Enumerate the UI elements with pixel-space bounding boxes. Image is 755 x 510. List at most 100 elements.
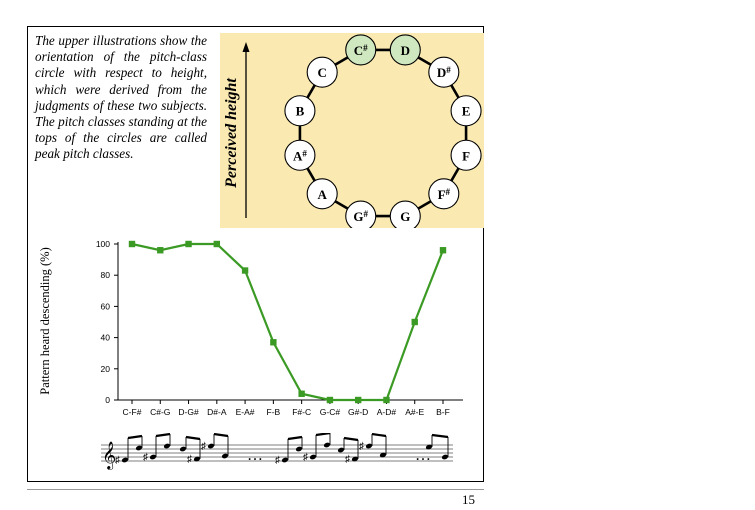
note-head — [365, 443, 373, 449]
pitch-class-node: C# — [345, 34, 377, 66]
pitch-class-node: A — [306, 178, 338, 210]
pitch-class-node: C — [306, 56, 338, 88]
page-number: 15 — [462, 492, 475, 507]
note-pair: ♯ — [115, 434, 143, 466]
data-point — [128, 240, 136, 248]
pitch-node-circle — [306, 56, 338, 88]
note-head — [425, 444, 433, 450]
note-head — [121, 457, 129, 463]
sharp-icon: ♯ — [359, 441, 364, 452]
pitch-node-label: F — [462, 148, 470, 163]
note-pair: ♯ — [143, 433, 171, 463]
pitch-node-circle — [389, 200, 421, 228]
pitch-node-label: D — [401, 43, 410, 58]
page-footer-rule — [27, 489, 484, 490]
note-head — [281, 457, 289, 463]
x-tick-label: G#-D — [348, 407, 368, 417]
ellipsis-dots-2: … — [415, 447, 431, 464]
pitch-node-label: B — [296, 104, 305, 119]
pitch-class-node: G# — [345, 200, 377, 228]
y-tick-label: 100 — [96, 239, 110, 249]
y-tick-label: 0 — [105, 395, 110, 405]
note-beam — [287, 435, 303, 441]
note-head — [323, 442, 331, 448]
x-tick-label: F#-C — [292, 407, 311, 417]
note-head — [135, 445, 143, 451]
x-tick-label: G-C# — [320, 407, 341, 417]
note-beam — [315, 433, 331, 437]
note-head — [295, 446, 303, 452]
ellipsis-dots-1: … — [247, 447, 263, 464]
data-point — [213, 240, 221, 248]
pitch-class-node: D — [389, 34, 421, 66]
sharp-icon: ♯ — [345, 454, 350, 465]
note-pair — [425, 433, 449, 460]
musical-notation-illustration: 𝄞 ♯ ♯ ♯ ♯ ♯ ♯ ♯ ♯ … … — [101, 433, 453, 470]
y-tick-label: 40 — [101, 333, 111, 343]
note-head — [163, 443, 171, 449]
data-point — [383, 396, 390, 404]
sharp-icon: ♯ — [115, 455, 120, 466]
pitch-node-circle — [450, 95, 482, 127]
sharp-icon: ♯ — [303, 452, 308, 463]
x-tick-label: A#-E — [405, 407, 424, 417]
pitch-node-circle — [345, 34, 377, 66]
note-head — [221, 453, 229, 459]
note-head — [441, 454, 449, 460]
note-head — [193, 456, 201, 462]
data-point — [298, 390, 305, 397]
note-beam — [431, 433, 449, 439]
x-tick-label: F-B — [267, 407, 281, 417]
pitch-node-circle — [306, 178, 338, 210]
pitch-class-node: B — [284, 95, 316, 127]
x-tick-label: C-F# — [123, 407, 142, 417]
series-points — [128, 240, 447, 404]
data-point — [185, 240, 192, 248]
pitch-node-circle — [428, 56, 460, 88]
pitch-node-label: G# — [353, 209, 368, 224]
pitch-node-circle — [284, 95, 316, 127]
pitch-class-node: D# — [428, 56, 460, 88]
note-beam — [343, 436, 359, 442]
series-lines — [131, 242, 445, 402]
y-axis: 0 20 40 60 80 100 — [96, 239, 119, 405]
pitch-class-node: A# — [284, 139, 316, 171]
note-beam — [185, 435, 201, 441]
staff-lines — [101, 444, 453, 462]
note-pair: ♯ — [359, 433, 387, 458]
pitch-class-node: G — [389, 200, 421, 228]
note-head — [351, 456, 359, 462]
pitch-node-label: C# — [354, 43, 368, 58]
sharp-icon: ♯ — [187, 454, 192, 465]
x-tick-label: A-D# — [377, 407, 397, 417]
pitch-node-label: G — [400, 209, 410, 224]
pitch-node-label: D# — [437, 65, 451, 80]
pitch-class-circle-panel: Perceived height C# D D# E F F# G G# A A# B C — [220, 33, 484, 228]
y-tick-label: 60 — [101, 301, 111, 311]
note-head — [379, 452, 387, 458]
pitch-node-circle — [450, 139, 482, 171]
note-pair: ♯ — [201, 433, 229, 459]
pitch-node-circle — [389, 34, 421, 66]
sharp-icon: ♯ — [201, 441, 206, 452]
note-head — [149, 454, 157, 460]
note-pair: ♯ — [275, 435, 303, 466]
pitch-node-label: F# — [438, 187, 451, 202]
y-axis-label: Pattern heard descending (%) — [38, 247, 52, 395]
figure-caption: The upper illustrations show the orienta… — [35, 33, 207, 162]
x-tick-label: D#-A — [207, 407, 227, 417]
pitch-node-circle — [284, 139, 316, 171]
sharp-icon: ♯ — [143, 452, 148, 463]
note-head — [309, 454, 317, 460]
data-point — [270, 339, 277, 346]
treble-clef-icon: 𝄞 — [102, 442, 116, 470]
note-pairs: ♯ ♯ ♯ ♯ ♯ ♯ ♯ ♯ — [115, 433, 449, 466]
x-tick-label: E-A# — [236, 407, 255, 417]
sharp-icon: ♯ — [275, 455, 280, 466]
note-pair: ♯ — [179, 435, 201, 465]
pitch-class-node: F — [450, 139, 482, 171]
note-head — [207, 443, 215, 449]
data-point — [354, 396, 362, 404]
note-beam — [213, 433, 229, 438]
x-tick-label: C#-G — [150, 407, 170, 417]
